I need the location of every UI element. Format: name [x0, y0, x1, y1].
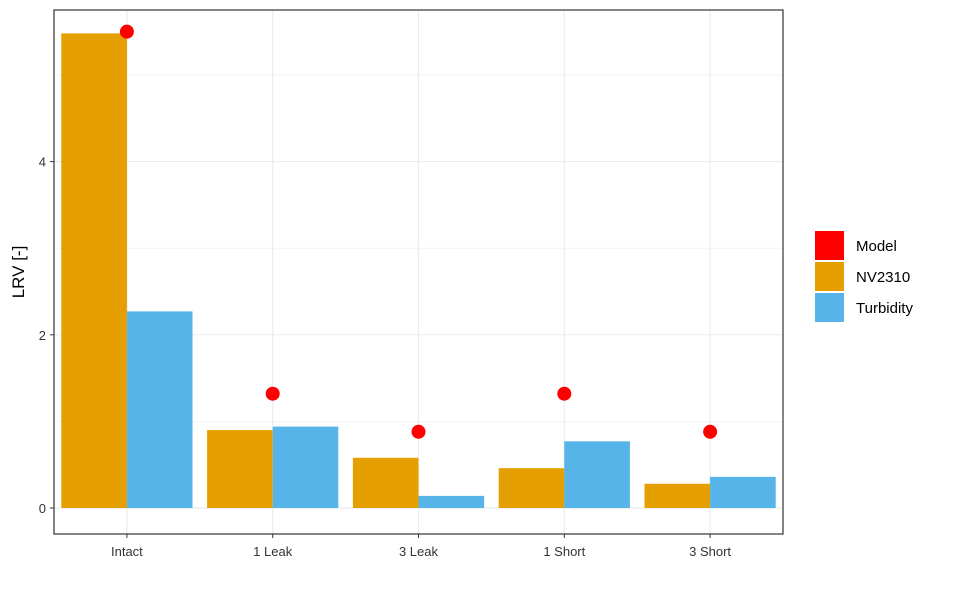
y-tick-label: 4 [39, 155, 46, 170]
bar-nv2310-1-short [498, 468, 565, 509]
point-model-1-leak [265, 386, 280, 401]
bar-nv2310-3-leak [352, 457, 419, 509]
legend-label-nv2310: NV2310 [856, 269, 910, 286]
bar-turbidity-1-leak [272, 426, 339, 509]
legend-key-nv2310 [815, 262, 844, 291]
bar-nv2310-intact [61, 33, 127, 509]
legend-key-model [815, 231, 844, 260]
x-tick-label: 3 Leak [399, 544, 439, 559]
legend-label-model: Model [856, 238, 897, 255]
x-tick-label: Intact [111, 544, 143, 559]
legend: Model NV2310 Turbidity [815, 231, 913, 322]
y-tick-label: 2 [39, 328, 46, 343]
x-tick-label: 1 Short [543, 544, 585, 559]
bar-turbidity-intact [126, 311, 193, 509]
point-model-1-short [557, 386, 572, 401]
bar-turbidity-3-leak [418, 495, 485, 509]
x-tick-label: 3 Short [689, 544, 731, 559]
bar-nv2310-3-short [644, 483, 711, 509]
point-model-intact [119, 24, 134, 39]
bar-turbidity-1-short [564, 441, 630, 509]
bar-nv2310-1-leak [207, 430, 273, 509]
bar-layer [61, 33, 776, 509]
legend-label-turbidity: Turbidity [856, 300, 913, 317]
bar-turbidity-3-short [710, 476, 776, 509]
point-layer [119, 24, 718, 439]
point-model-3-short [703, 424, 718, 439]
legend-key-turbidity [815, 293, 844, 322]
point-model-3-leak [411, 424, 426, 439]
axis-layer: 0 2 4 Intact 1 Leak 3 Leak 1 Short 3 Short [39, 155, 732, 559]
y-tick-label: 0 [39, 501, 46, 516]
x-tick-label: 1 Leak [253, 544, 293, 559]
y-axis-title: LRV [-] [9, 246, 28, 299]
